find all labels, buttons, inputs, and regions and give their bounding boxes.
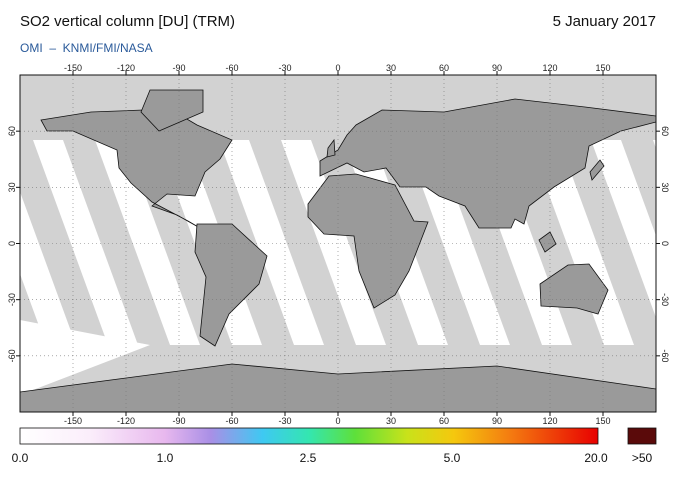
- lat-label-right: -60: [660, 349, 670, 362]
- date: 5 January 2017: [553, 13, 656, 30]
- title: SO2 vertical column [DU] (TRM): [20, 13, 235, 30]
- lon-label-bottom: -90: [172, 416, 185, 426]
- colorbar-label: 20.0: [584, 451, 608, 465]
- swath: [20, 191, 76, 345]
- colorbar-label: 0.0: [12, 451, 29, 465]
- lon-label-bottom: 30: [386, 416, 396, 426]
- lon-label-bottom: 60: [439, 416, 449, 426]
- swath: [591, 140, 656, 318]
- graticule: [20, 75, 656, 412]
- swath: [33, 140, 138, 345]
- swath: [219, 140, 324, 345]
- map: [20, 75, 656, 412]
- colorbar-label: 1.0: [157, 451, 174, 465]
- japan: [589, 159, 605, 181]
- swath: [95, 140, 200, 345]
- lat-label-left: 30: [7, 182, 17, 192]
- lon-label-top: 0: [335, 63, 340, 73]
- lon-label-bottom: 90: [492, 416, 502, 426]
- lon-label-bottom: -120: [117, 416, 135, 426]
- lon-label-bottom: 0: [335, 416, 340, 426]
- lon-label-top: 120: [542, 63, 557, 73]
- colorbar-labels: 0.0 1.0 2.5 5.0 20.0: [12, 451, 608, 465]
- credit: OMI – KNMI/FMI/NASA: [20, 41, 153, 55]
- colorbar-overflow: [627, 427, 657, 445]
- swath: [405, 140, 510, 345]
- swath: [529, 140, 634, 345]
- south-america: [194, 223, 268, 347]
- lon-label-top: 60: [439, 63, 449, 73]
- north-america: [40, 108, 233, 229]
- lon-label-top: -30: [278, 63, 291, 73]
- lat-label-right: 30: [660, 182, 670, 192]
- lat-label-right: 60: [660, 126, 670, 136]
- uk: [326, 138, 336, 158]
- colorbar-label: 2.5: [300, 451, 317, 465]
- greenland: [140, 89, 204, 132]
- colorbar-label: 5.0: [444, 451, 461, 465]
- swath: [20, 320, 150, 395]
- lat-label-right: -30: [660, 293, 670, 306]
- swath: [653, 140, 656, 149]
- lon-label-bottom: 120: [542, 416, 557, 426]
- lon-label-bottom: -30: [278, 416, 291, 426]
- lon-label-bottom: -150: [64, 416, 82, 426]
- lon-label-top: 90: [492, 63, 502, 73]
- lon-label-top: -120: [117, 63, 135, 73]
- colorbar-overflow-label: >50: [632, 451, 653, 465]
- swaths: [20, 140, 656, 395]
- lon-label-top: -60: [225, 63, 238, 73]
- lat-label-left: 0: [7, 241, 17, 246]
- lat-label-left: -60: [7, 349, 17, 362]
- lon-label-top: 30: [386, 63, 396, 73]
- swath: [281, 140, 386, 345]
- lat-label-left: -30: [7, 293, 17, 306]
- australia: [539, 263, 609, 315]
- borneo: [538, 231, 557, 253]
- lon-label-top: 150: [595, 63, 610, 73]
- colorbar: [19, 427, 599, 445]
- lon-label-bottom: 150: [595, 416, 610, 426]
- lat-label-left: 60: [7, 126, 17, 136]
- lon-label-top: -90: [172, 63, 185, 73]
- lat-label-right: 0: [660, 241, 670, 246]
- lon-label-bottom: -60: [225, 416, 238, 426]
- lon-label-top: -150: [64, 63, 82, 73]
